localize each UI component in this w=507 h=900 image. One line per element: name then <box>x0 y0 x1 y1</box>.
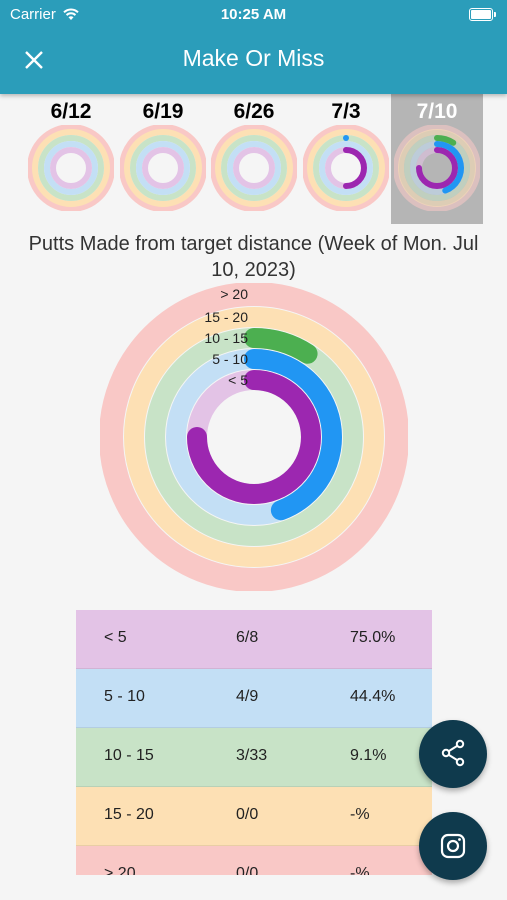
row-percent: 9.1% <box>350 747 387 764</box>
row-made: 0/0 <box>236 806 259 823</box>
row-percent: -% <box>350 806 370 823</box>
week-ring-track <box>307 129 385 207</box>
week-ring-bar <box>343 147 367 189</box>
week-label: 6/19 <box>142 100 184 123</box>
week-ring-track <box>394 125 480 211</box>
week-7-10[interactable]: 7/10 <box>391 94 483 224</box>
row-distance: 10 - 15 <box>104 747 154 764</box>
week-ring-chart <box>394 125 480 211</box>
week-ring-track <box>130 135 196 201</box>
row-made: 6/8 <box>236 629 259 646</box>
chart-title: Putts Made from target distance (Week of… <box>28 233 479 281</box>
status-bar: Carrier 10:25 AM <box>0 6 507 24</box>
week-ring-dot <box>343 135 349 141</box>
week-label: 7/10 <box>416 100 458 123</box>
week-ring-track <box>233 147 275 189</box>
putts-radial-chart: < 5 5 - 10 10 - 15 15 - 20 > 20 <box>100 283 408 591</box>
close-icon[interactable] <box>22 48 46 72</box>
week-6-26[interactable]: 6/26 <box>208 94 300 224</box>
share-icon <box>441 739 465 767</box>
radial-bar-2 <box>244 328 318 364</box>
week-ring-track <box>120 125 206 211</box>
instagram-button[interactable] <box>419 812 487 880</box>
instagram-icon <box>440 833 466 859</box>
table-row: > 20 0/0 -% <box>76 846 432 875</box>
week-ring-bar <box>434 141 464 194</box>
radial-label: 10 - 15 <box>204 330 248 346</box>
row-distance: 15 - 20 <box>104 806 154 823</box>
week-6-19[interactable]: 6/19 <box>117 94 209 224</box>
week-7-3[interactable]: 7/3 <box>300 94 392 224</box>
week-ring-chart <box>303 125 389 211</box>
week-ring-track <box>221 135 287 201</box>
week-ring-track <box>142 147 184 189</box>
share-button[interactable] <box>419 720 487 788</box>
week-ring-chart <box>120 125 206 211</box>
radial-label: < 5 <box>228 372 248 388</box>
radial-track-4 <box>100 283 408 591</box>
week-ring-bar <box>434 135 457 146</box>
row-made: 0/0 <box>236 865 259 875</box>
row-distance: > 20 <box>104 865 136 875</box>
status-time: 10:25 AM <box>220 6 287 23</box>
week-6-12[interactable]: 6/12 <box>25 94 117 224</box>
week-label: 6/26 <box>233 100 275 123</box>
row-distance: < 5 <box>104 629 127 646</box>
week-ring-track <box>319 141 373 195</box>
week-ring-track <box>28 125 114 211</box>
week-ring-track <box>227 141 281 195</box>
row-percent: 44.4% <box>350 688 396 705</box>
page-title: Make Or Miss <box>182 45 325 71</box>
radial-bar-1 <box>244 349 342 521</box>
radial-bar-0 <box>187 370 321 504</box>
week-ring-track <box>32 129 110 207</box>
row-distance: 5 - 10 <box>104 688 145 705</box>
week-label: 6/12 <box>50 100 92 123</box>
week-ring-track <box>38 135 104 201</box>
row-made: 3/33 <box>236 747 268 764</box>
table-row: 10 - 15 3/33 9.1% <box>76 728 432 787</box>
battery-icon <box>469 8 496 21</box>
week-ring-track <box>303 125 389 211</box>
week-ring-track <box>398 129 476 207</box>
table-row: 5 - 10 4/9 44.4% <box>76 669 432 728</box>
radial-label: 15 - 20 <box>204 309 248 325</box>
app-bar: Carrier 10:25 AM Make Or Miss <box>0 0 507 94</box>
week-label: 7/3 <box>331 100 361 123</box>
week-ring-bar <box>416 147 458 189</box>
week-ring-track <box>211 125 297 211</box>
radial-track-3 <box>124 307 384 567</box>
week-ring-chart <box>28 125 114 211</box>
week-ring-track <box>136 141 190 195</box>
row-percent: -% <box>350 865 370 875</box>
row-made: 4/9 <box>236 688 259 705</box>
week-ring-track <box>215 129 293 207</box>
radial-label: > 20 <box>220 286 248 302</box>
radial-label: 5 - 10 <box>212 351 248 367</box>
week-ring-track <box>50 147 92 189</box>
week-ring-chart <box>211 125 297 211</box>
week-ring-track <box>124 129 202 207</box>
table-row: < 5 6/8 75.0% <box>76 610 432 669</box>
stats-table: < 5 6/8 75.0% 5 - 10 4/9 44.4% 10 - 15 3/33 9.1%… <box>76 610 432 875</box>
week-selector: 6/12 6/19 6/26 7/3 7/10 <box>0 94 507 224</box>
week-ring-track <box>44 141 98 195</box>
carrier-label: Carrier <box>10 6 56 23</box>
row-percent: 75.0% <box>350 629 396 646</box>
table-row: 15 - 20 0/0 -% <box>76 787 432 846</box>
wifi-icon <box>63 8 79 20</box>
